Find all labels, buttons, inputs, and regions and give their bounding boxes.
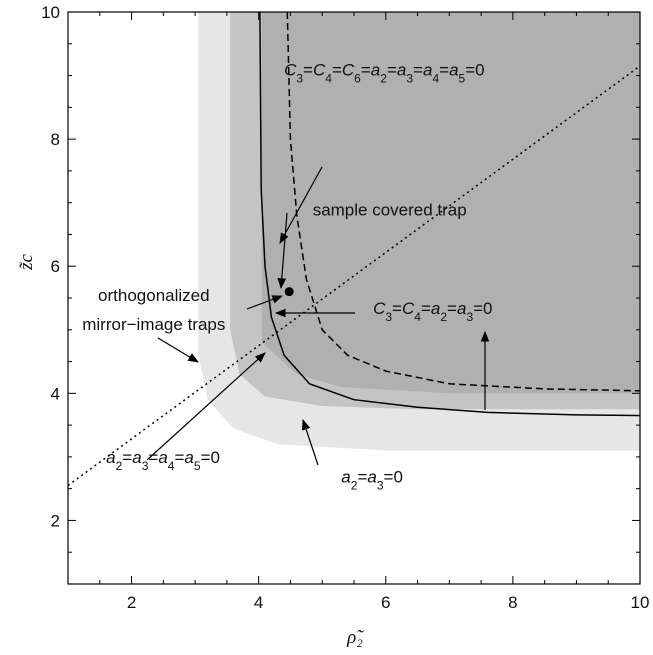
annotation-arrow: [157, 337, 199, 363]
y-axis-title: z̃c: [16, 254, 37, 271]
x-tick-label: 8: [508, 593, 517, 612]
y-tick-label: 4: [51, 384, 60, 403]
y-tick-label: 6: [51, 257, 60, 276]
y-tick-label: 2: [51, 511, 60, 530]
x-tick-label: 6: [381, 593, 390, 612]
x-axis-title: ρ̃₂: [346, 627, 364, 648]
dashed-curve: [286, 12, 640, 392]
annotation-arrow: [246, 295, 284, 310]
annotation-text: mirror−image traps: [82, 315, 225, 334]
region-3: [261, 12, 640, 394]
annotation-equation: a2=a3=a4=a5=0: [106, 448, 220, 473]
ticks-layer: [68, 12, 640, 584]
x-tick-label: 4: [254, 593, 263, 612]
annotation-text: sample covered trap: [313, 200, 467, 219]
annotation-equation: C3=C4=C6=a2=a3=a4=a5=0: [284, 61, 485, 86]
regions-layer: [198, 12, 640, 451]
y-tick-label: 10: [41, 3, 60, 22]
annotation-arrow: [301, 418, 319, 466]
points-layer: [284, 287, 294, 297]
annotation-arrow: [277, 212, 288, 290]
solid-curve: [259, 12, 640, 417]
annotation-text: orthogonalized: [98, 286, 210, 305]
x-tick-label: 2: [127, 593, 136, 612]
series-layer: [68, 12, 640, 487]
annotation-equation: a2=a3=0: [341, 467, 403, 492]
sample-trap-point: [284, 287, 294, 297]
y-tick-label: 8: [51, 130, 60, 149]
labels-layer: 2 4 6 8 10 2 4 6 8 10: [41, 3, 649, 612]
arrows-layer: [146, 166, 490, 466]
x-tick-label: 10: [631, 593, 650, 612]
annotation-arrow: [146, 352, 266, 461]
annotation-equation: C3=C4=a2=a3=0: [373, 299, 492, 324]
annotation-arrow: [279, 166, 323, 244]
annotations-layer: sample covered trap orthogonalized mirror−…: [82, 61, 492, 493]
